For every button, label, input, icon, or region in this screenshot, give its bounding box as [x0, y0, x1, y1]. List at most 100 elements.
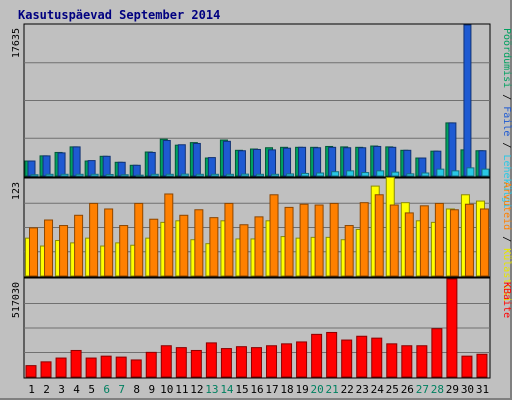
bar-kbaite-day-12	[190, 349, 202, 378]
bar-faile-day-11	[177, 144, 186, 177]
bar-arvuteid-day-11	[179, 214, 189, 277]
bar-kbaite-day-21	[326, 331, 338, 378]
x-tick-label-29: 29	[446, 383, 459, 396]
bar-faile-day-20	[313, 147, 322, 177]
bar-faile-day-1	[27, 160, 36, 177]
bar-kbaite-day-16	[250, 347, 262, 378]
x-tick-label-19: 19	[295, 383, 308, 396]
bar-arvuteid-day-26	[404, 212, 414, 277]
bar-faile-day-17	[268, 149, 277, 177]
chart-title: Kasutuspäevad September 2014	[18, 8, 220, 22]
bar-arvuteid-day-27	[419, 205, 429, 277]
y-max-label: 17635	[11, 28, 22, 58]
bar-arvuteid-day-7	[119, 225, 129, 277]
bar-kbaite-day-29	[446, 278, 458, 378]
panel-3-legend: KBaite	[501, 282, 512, 318]
bar-faile-day-4	[72, 146, 81, 177]
bar-lehekülgi-day-9	[150, 173, 159, 177]
bar-lehekülgi-day-8	[135, 174, 144, 177]
bar-faile-day-26	[403, 149, 412, 177]
x-tick-label-20: 20	[311, 383, 324, 396]
bar-lehekülgi-day-15	[240, 173, 249, 177]
x-tick-label-18: 18	[280, 383, 293, 396]
x-tick-label-10: 10	[160, 383, 173, 396]
bar-kbaite-day-7	[115, 356, 127, 378]
bar-lehekülgi-day-1	[30, 174, 39, 177]
bar-lehekülgi-day-23	[361, 172, 370, 177]
bar-faile-day-6	[102, 155, 111, 177]
x-tick-label-17: 17	[265, 383, 278, 396]
bar-lehekülgi-day-25	[391, 171, 400, 177]
bar-lehekülgi-day-5	[90, 173, 99, 177]
x-tick-label-22: 22	[341, 383, 354, 396]
bar-kbaite-day-2	[40, 361, 52, 378]
bar-faile-day-16	[252, 148, 261, 177]
x-tick-label-15: 15	[235, 383, 248, 396]
x-tick-label-24: 24	[371, 383, 385, 396]
bar-arvuteid-day-1	[29, 227, 38, 277]
bar-lehekülgi-day-27	[421, 172, 430, 177]
bar-lehekülgi-day-10	[165, 173, 174, 177]
bar-kbaite-day-31	[476, 353, 488, 378]
bar-kbaite-day-15	[235, 346, 247, 378]
bar-arvuteid-day-12	[194, 209, 204, 277]
bar-kbaite-day-22	[341, 339, 353, 378]
x-tick-label-27: 27	[416, 383, 429, 396]
x-tick-label-25: 25	[386, 383, 399, 396]
bar-lehekülgi-day-14	[225, 173, 234, 177]
bar-faile-day-9	[147, 151, 156, 177]
bar-kbaite-day-14	[220, 348, 232, 378]
bar-arvuteid-day-20	[314, 204, 324, 277]
x-tick-label-7: 7	[118, 383, 125, 396]
bar-arvuteid-day-31	[479, 208, 489, 277]
bar-arvuteid-day-2	[44, 219, 54, 277]
panel-2-legend: Arvuteid / Külastusi	[501, 182, 512, 302]
bar-lehekülgi-day-7	[120, 174, 129, 177]
x-tick-label-14: 14	[220, 383, 234, 396]
bar-arvuteid-day-29	[449, 209, 459, 277]
bar-faile-day-10	[162, 139, 171, 177]
bar-faile-day-18	[283, 147, 292, 177]
legend-pöördumisi: Pöördumisi	[501, 28, 512, 88]
legend-lehekülgi: Lehekülgi	[501, 154, 512, 208]
bar-kbaite-day-23	[356, 335, 368, 378]
bar-kbaite-day-3	[55, 357, 67, 378]
bar-arvuteid-day-8	[134, 202, 144, 277]
bar-lehekülgi-day-6	[105, 173, 114, 177]
bar-arvuteid-day-24	[374, 194, 384, 277]
y-max-label: 517030	[11, 282, 22, 318]
bar-kbaite-day-17	[266, 345, 278, 378]
legend-kbaite: KBaite	[501, 282, 512, 318]
legend-külastusi: Külastusi	[501, 248, 512, 302]
bar-kbaite-day-26	[401, 345, 413, 378]
x-tick-label-4: 4	[73, 383, 80, 396]
bar-arvuteid-day-14	[224, 202, 234, 277]
x-tick-label-1: 1	[28, 383, 35, 396]
y-max-label: 123	[11, 182, 22, 200]
bar-lehekülgi-day-20	[316, 172, 325, 177]
x-tick-label-8: 8	[133, 383, 140, 396]
bar-arvuteid-day-5	[89, 202, 99, 277]
bar-kbaite-day-9	[145, 351, 157, 378]
bar-arvuteid-day-4	[74, 214, 84, 277]
x-tick-label-31: 31	[476, 383, 489, 396]
bar-lehekülgi-day-28	[436, 168, 445, 177]
bar-faile-day-29	[448, 122, 457, 177]
bar-arvuteid-day-6	[104, 208, 114, 277]
bar-lehekülgi-day-29	[451, 170, 460, 177]
bar-faile-day-2	[42, 155, 51, 177]
bar-kbaite-day-28	[431, 328, 443, 378]
bar-arvuteid-day-28	[434, 202, 444, 277]
bar-kbaite-day-19	[296, 341, 308, 378]
panel-1-legend: Pöördumisi / Faile / Lehekülgi	[501, 28, 512, 209]
panel-2: 123 Arvuteid / Külastusi	[11, 176, 512, 302]
bar-arvuteid-day-13	[209, 217, 219, 277]
bar-faile-day-15	[237, 150, 246, 177]
bar-lehekülgi-day-11	[180, 173, 189, 177]
bar-faile-day-19	[298, 146, 307, 177]
bar-arvuteid-day-22	[344, 225, 354, 277]
bar-kbaite-day-1	[25, 365, 37, 378]
bar-kbaite-day-25	[386, 343, 398, 378]
bar-faile-day-13	[207, 157, 216, 177]
